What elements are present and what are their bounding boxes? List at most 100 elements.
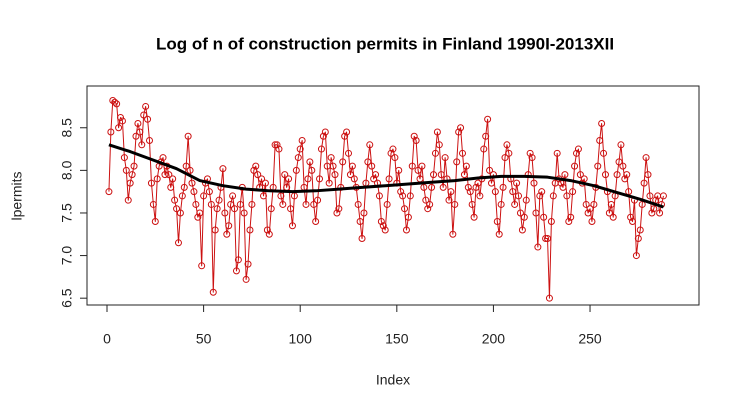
data-point (348, 162, 356, 170)
x-axis-label: Index (376, 372, 410, 388)
data-point (259, 192, 267, 200)
data-point (511, 200, 519, 208)
data-point (605, 209, 613, 217)
data-point (563, 192, 571, 200)
data-point (188, 179, 196, 187)
data-point (404, 213, 412, 221)
data-point (462, 162, 470, 170)
data-point (571, 162, 579, 170)
data-point (451, 200, 459, 208)
data-point (515, 192, 523, 200)
data-point (484, 115, 492, 123)
data-point (229, 192, 237, 200)
data-point (372, 171, 380, 179)
data-point (580, 175, 588, 183)
data-point (385, 175, 393, 183)
data-point (250, 166, 258, 174)
data-point (236, 200, 244, 208)
data-point (561, 171, 569, 179)
data-point (520, 213, 528, 221)
data-point (536, 192, 544, 200)
data-point (542, 235, 550, 243)
data-point (167, 183, 175, 191)
data-point (107, 128, 115, 136)
data-point (509, 188, 517, 196)
data-point (387, 149, 395, 157)
data-point (449, 230, 457, 238)
data-point (576, 171, 584, 179)
y-tick-label: 7.0 (59, 246, 75, 266)
data-point (569, 188, 577, 196)
y-tick-label: 6.5 (59, 288, 75, 308)
data-point (130, 162, 138, 170)
smooth-line (108, 143, 664, 209)
data-point (294, 154, 302, 162)
data-point (227, 200, 235, 208)
data-point (526, 149, 534, 157)
y-tick-label: 7.5 (59, 203, 75, 223)
data-point (430, 171, 438, 179)
data-point (491, 188, 499, 196)
data-point (532, 209, 540, 217)
data-point (194, 213, 202, 221)
data-point (364, 158, 372, 166)
data-point (615, 158, 623, 166)
data-point (659, 192, 667, 200)
data-point (644, 171, 652, 179)
data-point (176, 209, 184, 217)
data-point (476, 192, 484, 200)
chart-title: Log of n of construction permits in Finl… (156, 34, 614, 53)
data-point (632, 252, 640, 260)
data-point (609, 213, 617, 221)
data-point (345, 149, 353, 157)
data-point (138, 141, 146, 149)
data-point (607, 200, 615, 208)
data-point (186, 166, 194, 174)
data-point (325, 179, 333, 187)
data-point (111, 98, 119, 106)
data-line (108, 99, 664, 299)
data-point (422, 196, 430, 204)
data-point (600, 149, 608, 157)
data-point (584, 209, 592, 217)
data-point (173, 205, 181, 213)
data-point (486, 166, 494, 174)
data-point (358, 235, 366, 243)
data-point (468, 200, 476, 208)
data-point (391, 154, 399, 162)
data-point (192, 200, 200, 208)
data-point (219, 165, 227, 173)
data-point (329, 162, 337, 170)
data-point (126, 179, 134, 187)
data-point (234, 256, 242, 264)
data-point (596, 137, 604, 145)
data-point (144, 115, 152, 123)
data-point (221, 209, 229, 217)
data-point (598, 119, 606, 127)
data-point (402, 226, 410, 234)
data-point (263, 226, 271, 234)
data-point (287, 205, 295, 213)
data-point (146, 137, 154, 145)
data-point (321, 128, 329, 136)
data-point (466, 188, 474, 196)
data-point (410, 132, 418, 140)
data-point (401, 205, 409, 213)
data-point (356, 217, 364, 225)
data-point (261, 179, 269, 187)
x-tick-label: 100 (289, 331, 313, 347)
data-point (567, 213, 575, 221)
x-tick-label: 50 (196, 331, 212, 347)
data-point (354, 200, 362, 208)
data-point (428, 183, 436, 191)
data-point (650, 205, 658, 213)
data-point (296, 145, 304, 153)
data-point (522, 196, 530, 204)
data-point (513, 179, 521, 187)
data-point (273, 141, 281, 149)
x-tick-label: 250 (578, 331, 602, 347)
data-point (339, 158, 347, 166)
data-point (109, 96, 117, 104)
data-point (346, 171, 354, 179)
data-point (124, 196, 132, 204)
